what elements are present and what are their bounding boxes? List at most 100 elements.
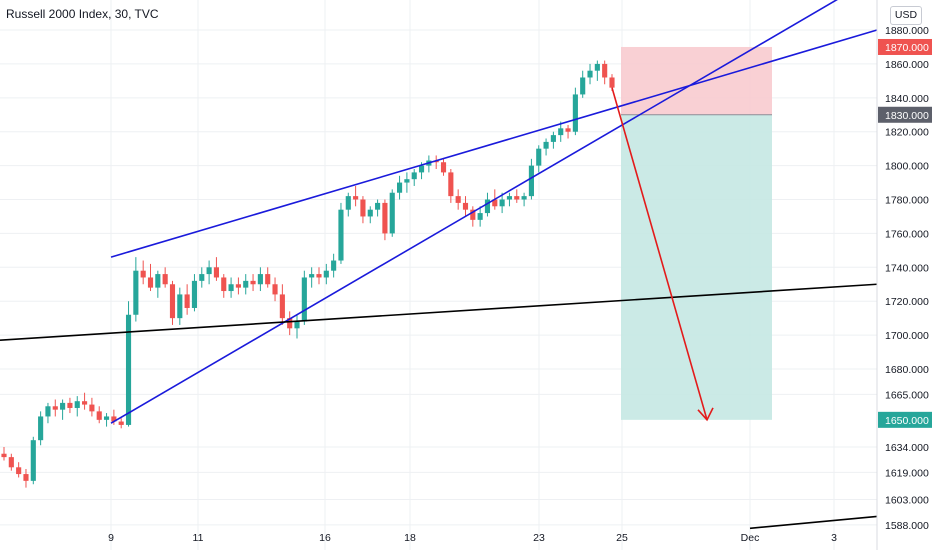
- candle: [440, 162, 447, 173]
- candle: [338, 209, 344, 261]
- candle: [199, 274, 205, 281]
- candle: [177, 294, 183, 319]
- price-tick-label: 1665.000: [885, 389, 929, 401]
- candle: [147, 277, 154, 288]
- candle: [514, 196, 520, 200]
- candle: [375, 202, 381, 210]
- horizontal-support-line: [0, 283, 878, 341]
- currency-button[interactable]: USD: [890, 6, 922, 25]
- time-tick-label: 11: [193, 532, 204, 544]
- candle: [594, 63, 600, 71]
- candle: [301, 277, 307, 322]
- price-badge: [878, 38, 932, 55]
- candle: [587, 70, 593, 78]
- price-axis[interactable]: 1880.000 1860.000 1840.000 1820.000 1800.000…: [885, 25, 929, 532]
- candle: [103, 416, 110, 420]
- candle: [16, 467, 22, 475]
- candle: [272, 284, 278, 295]
- candle: [499, 199, 505, 207]
- candle: [221, 277, 227, 292]
- candle: [67, 402, 73, 408]
- price-tick-label: 1680.000: [885, 364, 929, 376]
- take-profit-zone: [621, 114, 772, 420]
- price-badge: [878, 106, 932, 123]
- candle: [558, 128, 564, 136]
- candle: [169, 284, 176, 319]
- candle: [404, 179, 410, 183]
- candle: [565, 128, 571, 132]
- candle: [60, 402, 66, 410]
- chart-grid: [0, 0, 877, 550]
- price-tick-label: 1603.000: [885, 494, 929, 506]
- position-zones: [621, 46, 772, 420]
- candle: [484, 199, 491, 214]
- price-tick-label: 1880.000: [885, 25, 929, 37]
- candle: [82, 401, 88, 405]
- candlestick-series: [1, 60, 615, 488]
- candle: [287, 318, 293, 329]
- trendlines: [0, 0, 878, 530]
- time-tick-label: Dec: [741, 532, 760, 544]
- candle: [1, 453, 7, 458]
- chart-title: Russell 2000 Index, 30, TVC: [6, 7, 159, 21]
- candle: [492, 199, 498, 207]
- candle: [228, 284, 234, 292]
- price-tick-label: 1760.000: [885, 228, 929, 240]
- lower-channel-line: [110, 0, 838, 424]
- time-tick-label: 3: [831, 532, 837, 544]
- candle: [184, 294, 190, 308]
- candle: [279, 294, 285, 319]
- time-tick-label: 25: [616, 532, 628, 544]
- candle: [382, 202, 388, 234]
- candle: [543, 141, 549, 149]
- candle: [309, 274, 315, 278]
- time-tick-label: 23: [533, 532, 545, 544]
- candle: [89, 404, 95, 412]
- price-badge-label: 1830.000: [885, 110, 929, 122]
- candle: [353, 196, 359, 200]
- candle: [74, 401, 80, 408]
- candle: [265, 274, 271, 285]
- candle: [111, 416, 117, 422]
- candle: [360, 199, 366, 217]
- candle: [30, 440, 36, 481]
- price-tick-label: 1780.000: [885, 195, 929, 207]
- candle: [45, 406, 51, 417]
- candle: [550, 135, 556, 142]
- price-tick-label: 1820.000: [885, 127, 929, 139]
- candle: [506, 196, 513, 200]
- candle: [243, 280, 249, 288]
- price-badge-label: 1870.000: [885, 42, 929, 54]
- candle: [8, 457, 14, 468]
- price-tick-label: 1860.000: [885, 59, 929, 71]
- candle: [206, 267, 212, 275]
- candle: [609, 77, 615, 88]
- candle: [477, 213, 483, 220]
- price-badge-label: 1650.000: [885, 415, 929, 427]
- candle: [462, 202, 469, 210]
- candle: [316, 274, 322, 278]
- time-tick-label: 16: [319, 532, 331, 544]
- candle: [389, 192, 395, 234]
- candle: [521, 196, 527, 200]
- price-tick-label: 1634.000: [885, 442, 929, 454]
- candle: [213, 267, 219, 278]
- price-tick-label: 1588.000: [885, 520, 929, 532]
- projection-arrow: [611, 87, 714, 422]
- candle: [38, 416, 44, 441]
- candle: [367, 209, 373, 217]
- candle: [536, 148, 542, 166]
- candle: [323, 270, 329, 278]
- candle: [162, 274, 168, 285]
- candle: [257, 274, 263, 285]
- candle: [411, 172, 417, 180]
- candle: [455, 196, 461, 203]
- candle: [23, 474, 29, 481]
- candle: [250, 280, 256, 285]
- price-tick-label: 1740.000: [885, 262, 929, 274]
- candle: [96, 411, 102, 420]
- candle: [191, 280, 198, 308]
- price-tick-label: 1700.000: [885, 330, 929, 342]
- time-axis[interactable]: 9 11 16 18 23 25 Dec 3: [108, 532, 837, 544]
